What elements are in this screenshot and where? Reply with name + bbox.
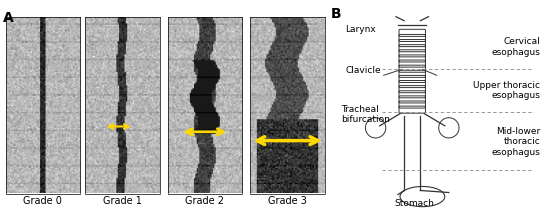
Text: Upper thoracic
esophagus: Upper thoracic esophagus [474,81,541,100]
Text: Larynx: Larynx [345,25,376,34]
Text: Grade 1: Grade 1 [103,196,142,206]
Text: Cervical
esophagus: Cervical esophagus [492,37,541,57]
Text: Stomach: Stomach [394,199,434,208]
Text: Clavicle: Clavicle [345,66,381,75]
Text: B: B [331,7,342,21]
Text: Mid-lower
thoracic
esophagus: Mid-lower thoracic esophagus [492,127,541,157]
Text: Grade 0: Grade 0 [23,196,62,206]
Text: Tracheal
bifurcation: Tracheal bifurcation [341,105,390,124]
Text: Grade 2: Grade 2 [185,196,224,206]
Text: Grade 3: Grade 3 [268,196,307,206]
Text: A: A [3,11,14,25]
